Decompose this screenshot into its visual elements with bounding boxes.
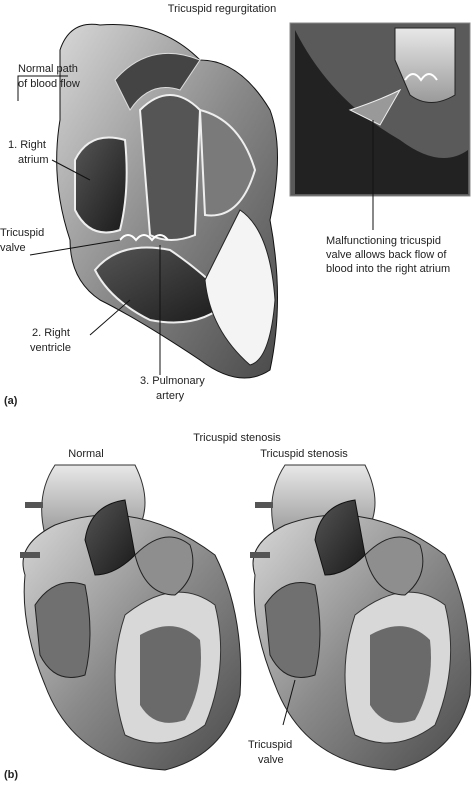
leader-line	[282, 679, 296, 726]
stenosis-heading: Tricuspid stenosis	[260, 448, 348, 460]
leader-line	[51, 159, 91, 181]
tricuspid-valve-label: Tricuspid valve	[0, 227, 44, 254]
heart-illustration-a	[56, 23, 278, 379]
inset-box	[289, 22, 471, 197]
panel-b-label: (b)	[4, 769, 18, 781]
heart-illustration-normal	[20, 465, 241, 770]
panel-a-title: Tricuspid regurgitation	[168, 3, 276, 15]
inset-caption: Malfunctioning tricuspid valve allows bac…	[326, 235, 450, 275]
leader-line	[29, 239, 121, 256]
stenosis-valve-label: Tricuspid valve	[248, 739, 292, 766]
pulmonary-artery-label: 3. Pulmonary artery	[140, 375, 205, 402]
panel-b-title: Tricuspid stenosis	[193, 432, 281, 444]
right-ventricle-label: 2. Right ventricle	[30, 327, 71, 354]
normal-heading: Normal	[68, 448, 103, 460]
leader-line	[89, 299, 131, 336]
panel-a-label: (a)	[4, 395, 18, 407]
leader-line	[17, 75, 68, 101]
right-atrium-label: 1. Right atrium	[8, 139, 49, 166]
normal-path-label: Normal path of blood flow	[18, 63, 80, 90]
